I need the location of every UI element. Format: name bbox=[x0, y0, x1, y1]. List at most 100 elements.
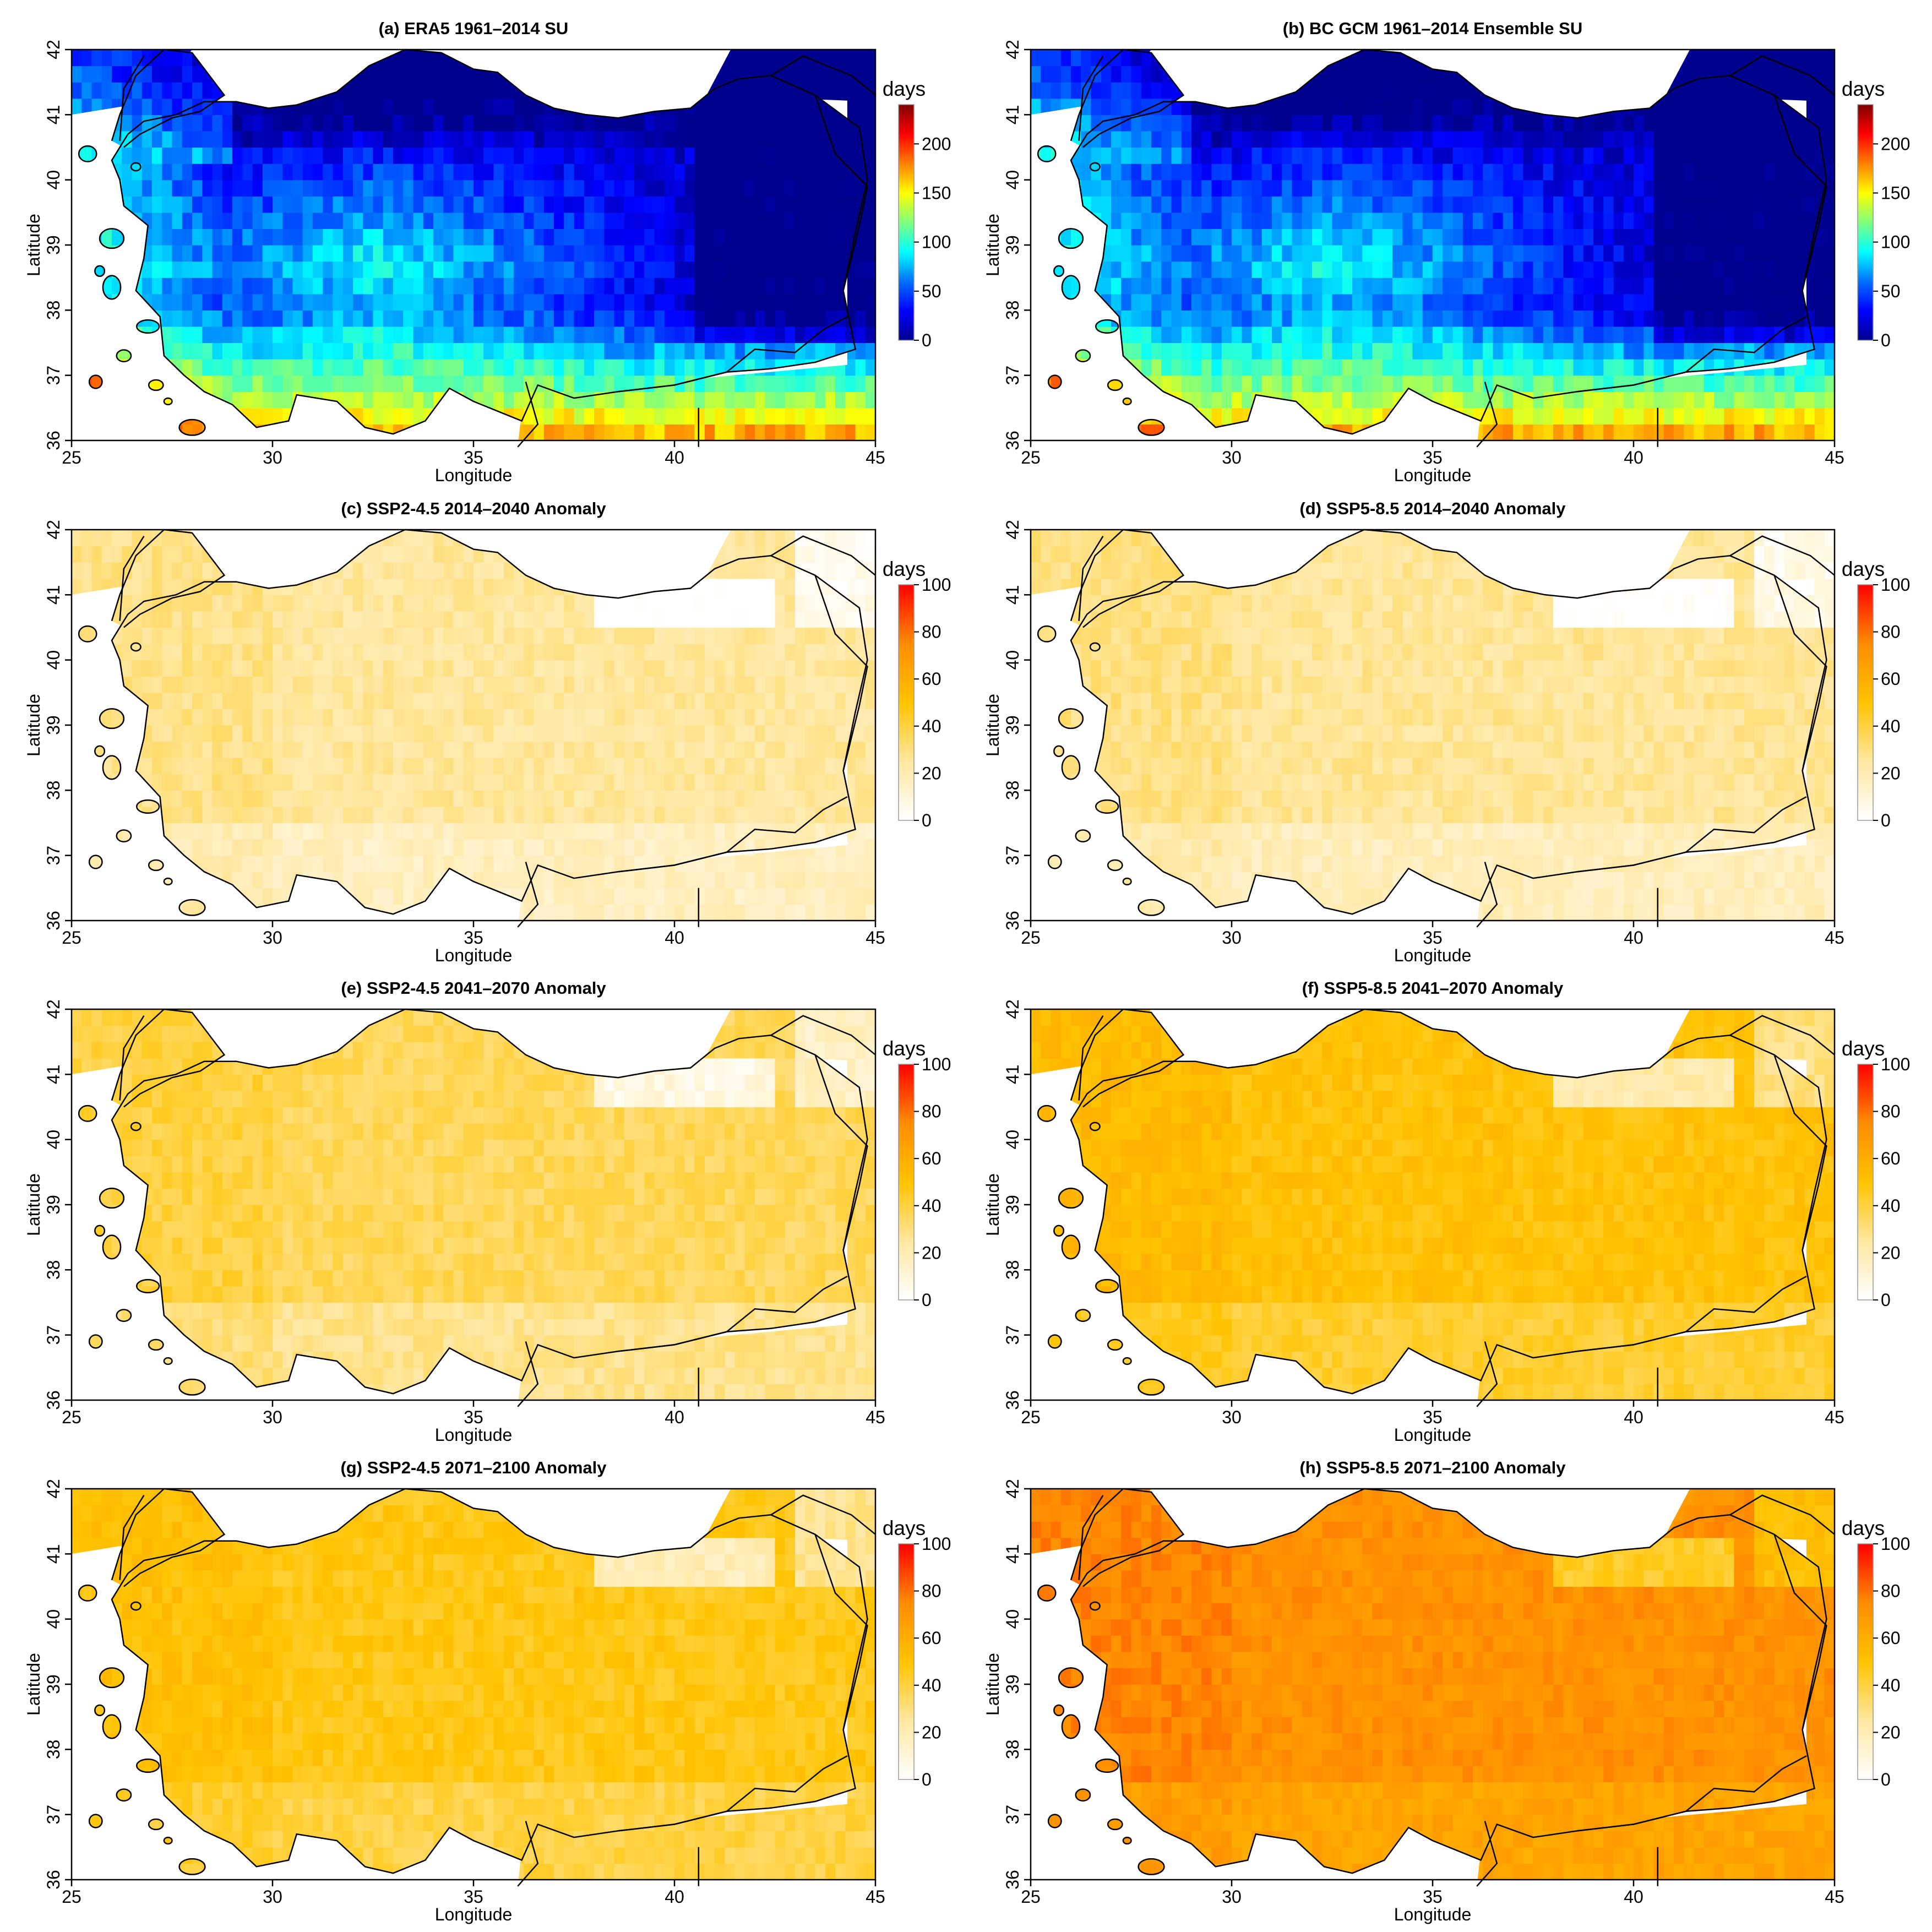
y-tick-label: 41 bbox=[1003, 585, 1022, 605]
map-panel-e: (e) SSP2-4.5 2041–2070 Anomaly 25 30 35 40 45… bbox=[24, 978, 951, 1445]
coastline bbox=[1037, 1008, 1827, 1396]
map-panel-b: (b) BC GCM 1961–2014 Ensemble SU 25 30 35 40… bbox=[983, 19, 1910, 485]
x-tick-label: 35 bbox=[464, 928, 483, 948]
y-tick-label: 42 bbox=[43, 1479, 63, 1499]
y-axis-label: Latitude bbox=[24, 694, 43, 757]
colorbar-unit: days bbox=[1842, 1517, 1885, 1539]
y-tick-label: 40 bbox=[1003, 170, 1022, 190]
x-tick-label: 25 bbox=[62, 448, 81, 467]
colorbar-tick-label: 100 bbox=[922, 232, 951, 252]
x-tick-label: 25 bbox=[62, 1887, 81, 1907]
y-axis-label: Latitude bbox=[983, 1173, 1003, 1236]
coastline bbox=[78, 1488, 868, 1875]
x-tick-label: 35 bbox=[464, 1407, 483, 1427]
y-tick-label: 37 bbox=[43, 1805, 63, 1825]
colorbar-ramp bbox=[899, 105, 914, 340]
data-raster bbox=[72, 530, 876, 921]
x-tick-label: 40 bbox=[665, 1887, 684, 1907]
y-tick-label: 41 bbox=[1003, 105, 1022, 125]
colorbar-tick-label: 60 bbox=[922, 1149, 941, 1168]
map-panel-g: (g) SSP2-4.5 2071–2100 Anomaly 25 30 35 40 45… bbox=[24, 1458, 951, 1924]
y-tick-label: 37 bbox=[1003, 366, 1022, 385]
coastline bbox=[78, 1008, 868, 1396]
country-borders bbox=[1078, 1015, 1835, 1407]
panel-title: (a) ERA5 1961–2014 SU bbox=[379, 19, 569, 38]
colorbar-tick-label: 200 bbox=[1881, 134, 1910, 154]
y-tick-label: 41 bbox=[43, 1065, 63, 1085]
x-tick-label: 45 bbox=[866, 928, 885, 948]
y-tick-label: 36 bbox=[1003, 431, 1022, 450]
colorbar-tick-label: 0 bbox=[922, 810, 932, 830]
y-axis-label: Latitude bbox=[983, 1653, 1003, 1716]
y-tick-label: 37 bbox=[1003, 846, 1022, 866]
coastline bbox=[1037, 1488, 1827, 1875]
x-tick-label: 45 bbox=[866, 1887, 885, 1907]
colorbar-tick-label: 40 bbox=[922, 1675, 941, 1695]
y-tick-label: 36 bbox=[1003, 1870, 1022, 1890]
x-tick-label: 45 bbox=[1825, 1407, 1844, 1427]
colorbar-tick-label: 50 bbox=[922, 281, 941, 301]
colorbar-tick-label: 100 bbox=[1881, 1534, 1910, 1554]
y-tick-label: 41 bbox=[1003, 1065, 1022, 1085]
x-tick-label: 25 bbox=[1021, 1887, 1041, 1907]
colorbar-tick-label: 80 bbox=[1881, 1102, 1901, 1122]
x-tick-label: 35 bbox=[1423, 1887, 1443, 1907]
map-panel-c: (c) SSP2-4.5 2014–2040 Anomaly 25 30 35 40 45… bbox=[24, 499, 951, 965]
country-borders bbox=[119, 535, 876, 928]
colorbar-tick-label: 20 bbox=[922, 1243, 941, 1262]
colorbar-tick-label: 200 bbox=[922, 134, 951, 154]
colorbar-tick-label: 100 bbox=[1881, 575, 1910, 595]
y-tick-label: 40 bbox=[43, 1609, 63, 1629]
y-tick-label: 41 bbox=[43, 585, 63, 605]
y-axis-label: Latitude bbox=[983, 214, 1003, 276]
y-tick-label: 36 bbox=[43, 1870, 63, 1890]
x-tick-label: 40 bbox=[665, 1407, 684, 1427]
panel-title: (h) SSP5-8.5 2071–2100 Anomaly bbox=[1299, 1458, 1566, 1477]
colorbar-tick-label: 0 bbox=[922, 1770, 932, 1789]
colorbar-tick-label: 20 bbox=[1881, 1722, 1901, 1742]
x-axis-label: Longitude bbox=[1394, 465, 1472, 485]
y-tick-label: 39 bbox=[43, 235, 63, 255]
y-axis-label: Latitude bbox=[24, 1653, 43, 1716]
colorbar: days 0 20 40 60 80 100 bbox=[883, 558, 951, 830]
colorbar: days 0 20 40 60 80 100 bbox=[883, 1517, 951, 1789]
colorbar-tick-label: 60 bbox=[922, 1628, 941, 1648]
x-tick-label: 40 bbox=[1624, 1887, 1643, 1907]
colorbar-tick-label: 60 bbox=[1881, 1149, 1901, 1168]
y-tick-label: 39 bbox=[1003, 715, 1022, 735]
y-tick-label: 39 bbox=[1003, 1195, 1022, 1215]
colorbar-ramp bbox=[899, 585, 914, 820]
y-tick-label: 40 bbox=[43, 1130, 63, 1150]
colorbar-tick-label: 80 bbox=[922, 1581, 941, 1601]
colorbar-tick-label: 20 bbox=[922, 763, 941, 783]
x-tick-label: 45 bbox=[866, 448, 885, 467]
y-tick-label: 42 bbox=[1003, 999, 1022, 1019]
y-tick-label: 37 bbox=[1003, 1805, 1022, 1825]
x-tick-label: 40 bbox=[665, 448, 684, 467]
y-tick-label: 40 bbox=[43, 650, 63, 670]
x-tick-label: 25 bbox=[62, 928, 81, 948]
colorbar-ramp bbox=[899, 1064, 914, 1300]
colorbar-tick-label: 20 bbox=[1881, 1243, 1901, 1262]
colorbar-ramp bbox=[1858, 585, 1873, 820]
x-tick-label: 30 bbox=[263, 928, 282, 948]
y-tick-label: 38 bbox=[43, 301, 63, 320]
panel-title: (d) SSP5-8.5 2014–2040 Anomaly bbox=[1299, 499, 1566, 518]
map-panel-a: (a) ERA5 1961–2014 SU 25 30 35 40 45 Longitude… bbox=[24, 19, 951, 485]
colorbar-tick-label: 40 bbox=[922, 716, 941, 736]
x-axis-label: Longitude bbox=[435, 1904, 513, 1924]
x-tick-label: 25 bbox=[1021, 928, 1041, 948]
colorbar-unit: days bbox=[1842, 558, 1885, 580]
colorbar-tick-label: 100 bbox=[922, 1534, 951, 1554]
y-tick-label: 36 bbox=[43, 431, 63, 450]
x-tick-label: 30 bbox=[1222, 448, 1242, 467]
colorbar-tick-label: 80 bbox=[922, 622, 941, 642]
y-tick-label: 36 bbox=[1003, 911, 1022, 930]
colorbar-tick-label: 80 bbox=[922, 1102, 941, 1122]
colorbar-tick-label: 0 bbox=[1881, 810, 1891, 830]
colorbar-ramp bbox=[1858, 105, 1873, 340]
y-tick-label: 40 bbox=[1003, 650, 1022, 670]
colorbar-tick-label: 20 bbox=[922, 1722, 941, 1742]
y-tick-label: 39 bbox=[43, 1195, 63, 1215]
